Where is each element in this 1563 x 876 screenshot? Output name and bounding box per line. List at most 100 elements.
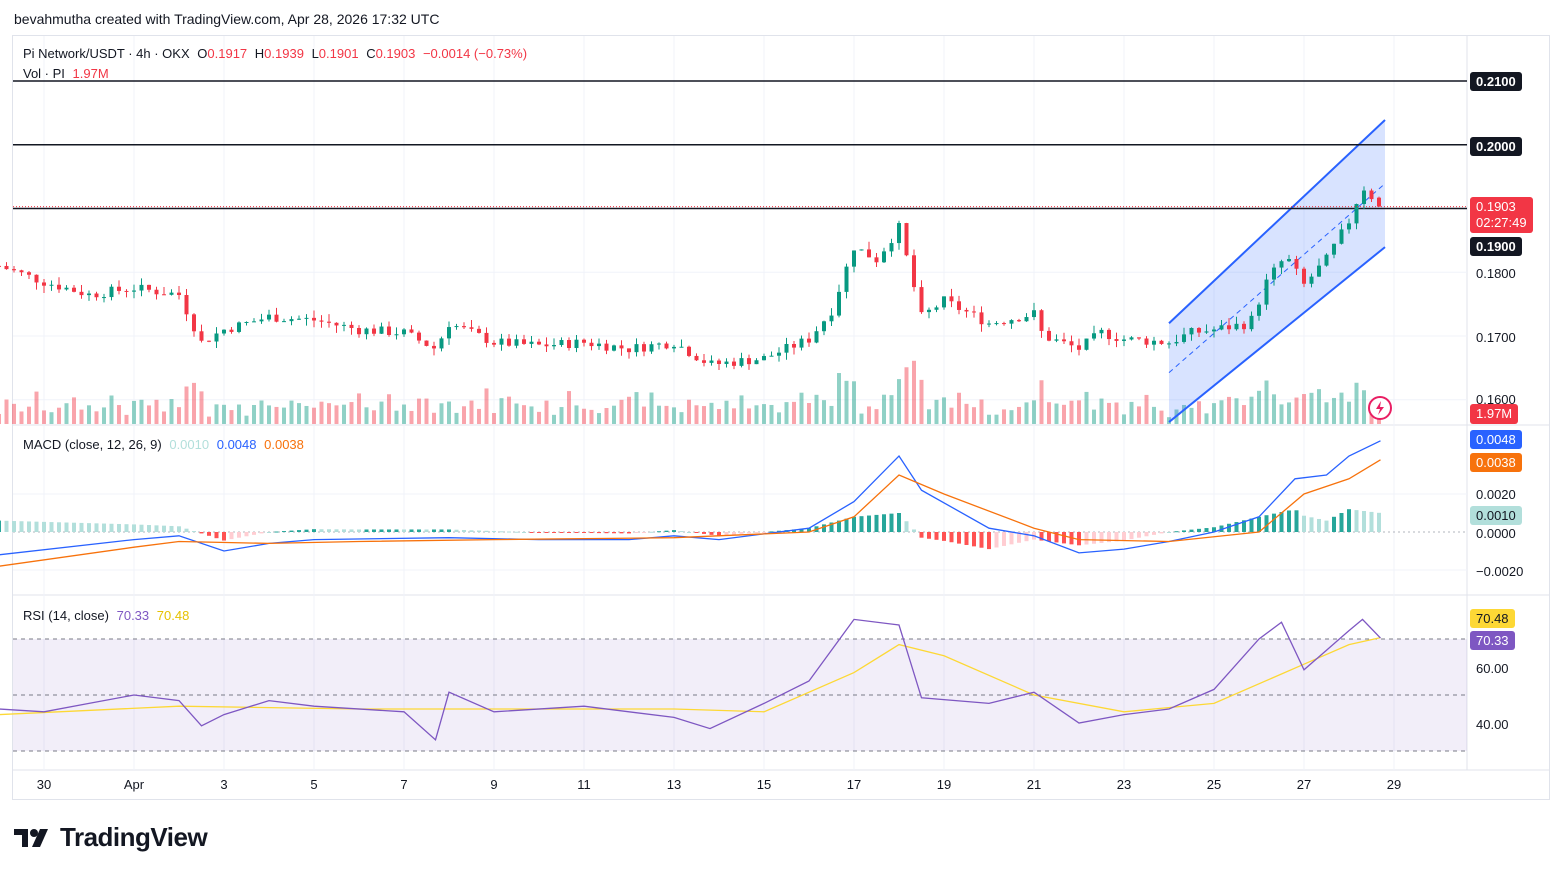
candle-body — [507, 338, 511, 346]
tick-label-1800: 0.1800 — [1476, 266, 1516, 281]
volume-label[interactable]: Vol · PI — [23, 66, 65, 81]
candle-body — [1302, 268, 1306, 284]
macd-line — [0, 440, 1381, 556]
volume-bar — [259, 400, 264, 424]
macd-histogram-bar — [1159, 532, 1164, 534]
macd-title[interactable]: MACD (close, 12, 26, 9) — [23, 437, 162, 452]
macd-histogram-bar — [192, 531, 196, 533]
candle-body — [274, 314, 279, 322]
x-tick: 7 — [400, 777, 408, 792]
candle-body — [904, 223, 909, 256]
x-tick: 30 — [36, 777, 52, 792]
volume-bar — [1039, 380, 1044, 424]
candle-body — [1279, 261, 1284, 268]
candle-body — [1092, 333, 1096, 339]
candle-body — [882, 251, 886, 263]
volume-bar — [709, 402, 714, 424]
volume-bar — [1129, 401, 1134, 424]
macd-histogram-bar — [1152, 532, 1156, 535]
volume-bar — [612, 405, 616, 424]
macd-histogram-bar — [627, 532, 631, 534]
macd-histogram-bar — [552, 532, 556, 533]
volume-bar — [874, 409, 879, 424]
candle-body — [1032, 310, 1036, 318]
candle-body — [1069, 341, 1074, 346]
macd-histogram-bar — [604, 532, 609, 534]
candle-body — [1099, 329, 1104, 334]
volume-bar — [792, 401, 796, 424]
macd-histogram-bar — [769, 531, 774, 533]
volume-bar — [837, 373, 841, 424]
candle-body — [987, 323, 991, 325]
macd-histogram-bar — [132, 524, 136, 532]
volume-bar — [1264, 380, 1269, 424]
x-tick: 27 — [1296, 777, 1312, 792]
volume-bar — [1054, 403, 1059, 424]
macd-histogram-bar — [687, 532, 691, 533]
candle-body — [432, 345, 436, 349]
volume-bar — [927, 409, 931, 424]
macd-histogram-bar — [1114, 532, 1119, 542]
macd-histogram-bar — [349, 529, 354, 532]
candle-body — [1227, 325, 1231, 330]
macd-histogram-bar — [72, 522, 76, 532]
macd-histogram-bar — [57, 522, 61, 532]
volume-bar — [1197, 401, 1201, 424]
candle-body — [499, 338, 504, 345]
volume-bar — [1279, 404, 1284, 424]
low-label: L — [311, 46, 319, 61]
candle-body — [829, 315, 834, 322]
macd-histogram-bar — [987, 532, 991, 550]
candle-body — [372, 328, 376, 334]
volume-bar — [604, 407, 609, 424]
volume-bar — [207, 416, 211, 424]
candle-body — [649, 344, 654, 352]
candle-body — [867, 249, 871, 258]
macd-histogram-bar — [1077, 532, 1081, 546]
rsi-value: 70.33 — [116, 608, 150, 623]
macd-histogram-bar — [162, 525, 166, 532]
candle-body — [42, 282, 46, 286]
candle-body — [1174, 341, 1179, 344]
macd-histogram-bar — [702, 532, 706, 534]
macd-histogram-bar — [919, 532, 924, 538]
x-tick: 15 — [756, 777, 772, 792]
macd-histogram-bar — [109, 523, 114, 532]
macd-histogram-bar — [762, 532, 766, 533]
open-value: 0.1917 — [207, 46, 248, 61]
candle-body — [552, 345, 556, 347]
volume-bar — [252, 405, 256, 424]
volume-bar — [642, 406, 646, 424]
candle-body — [1264, 279, 1269, 305]
macd-histogram-bar — [1347, 509, 1351, 532]
macd-histogram-bar — [544, 532, 549, 533]
macd-histogram-bar — [94, 523, 99, 532]
flash-icon[interactable] — [1367, 395, 1393, 421]
macd-histogram-bar — [64, 522, 69, 532]
volume-bar — [829, 405, 834, 424]
volume-bar — [402, 404, 406, 424]
candle-body — [822, 321, 826, 332]
macd-histogram-bar — [1009, 532, 1014, 545]
macd-histogram-bar — [417, 529, 421, 532]
volume-bar — [117, 405, 121, 424]
macd-histogram-bar — [927, 532, 931, 539]
candle-body — [147, 284, 151, 290]
rsi-title[interactable]: RSI (14, close) — [23, 608, 109, 623]
macd-hist-tag: 0.0010 — [1470, 506, 1522, 525]
volume-bar — [447, 401, 451, 424]
candle-body — [522, 339, 526, 344]
candle-body — [934, 307, 939, 310]
macd-histogram-bar — [522, 532, 526, 533]
macd-histogram-bar — [492, 531, 496, 533]
macd-histogram-bar — [454, 529, 459, 532]
volume-bar — [1212, 403, 1216, 424]
symbol-title[interactable]: Pi Network/USDT · 4h · OKX — [23, 46, 190, 61]
candle-body — [1362, 190, 1366, 205]
rsi-tick-60: 60.00 — [1476, 661, 1509, 676]
candle-body — [1204, 331, 1209, 333]
macd-histogram-bar — [837, 520, 841, 532]
volume-bar — [244, 415, 249, 424]
x-tick: 3 — [220, 777, 228, 792]
